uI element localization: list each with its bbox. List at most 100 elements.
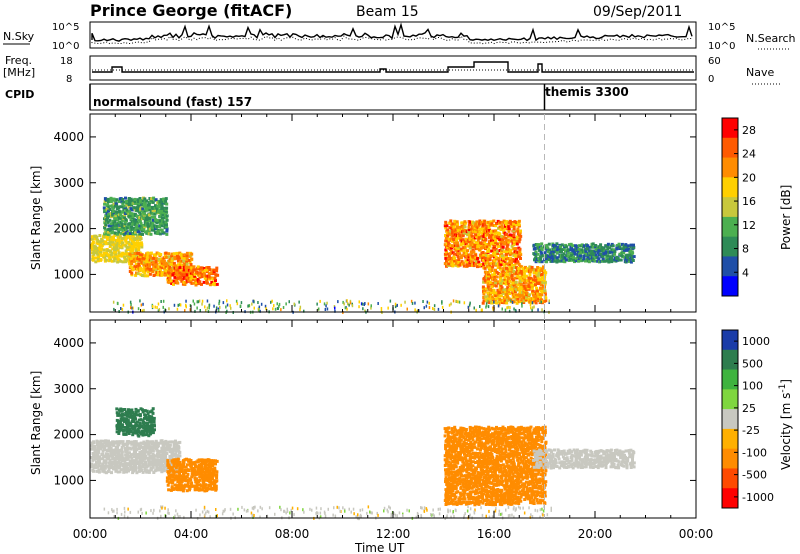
echo-cell (97, 459, 101, 463)
echo-cell (123, 470, 127, 473)
echo-cell (493, 244, 497, 248)
echo-cell (505, 301, 509, 305)
echo-cell (468, 437, 472, 441)
echo-cell (208, 283, 212, 287)
echo-cell (111, 255, 115, 259)
echo-cell (498, 280, 502, 284)
echo-cell (458, 428, 462, 432)
echo-cell (170, 282, 174, 285)
echo-cell (443, 243, 447, 247)
echo-cell (457, 236, 461, 240)
echo-cell (139, 418, 143, 422)
echo-cell (142, 204, 146, 208)
echo-cell (117, 230, 121, 234)
echo-cell (358, 300, 360, 304)
echo-cell (501, 254, 504, 258)
echo-cell (131, 248, 135, 252)
echo-cell (451, 442, 455, 446)
echo-cell (528, 265, 532, 269)
echo-cell (476, 230, 480, 234)
echo-cell (467, 479, 470, 483)
echo-cell (179, 474, 183, 478)
echo-cell (470, 241, 474, 245)
echo-cell (128, 427, 132, 431)
echo-cell (455, 259, 459, 263)
echo-cell (142, 421, 146, 425)
echo-cell (112, 300, 115, 304)
echo-cell (543, 251, 547, 255)
echo-cell (160, 259, 164, 263)
echo-cell (519, 275, 523, 279)
echo-cell (109, 222, 113, 226)
echo-cell (162, 469, 166, 473)
echo-cell (606, 254, 610, 258)
echo-cell (124, 453, 128, 457)
echo-cell (449, 476, 453, 480)
echo-cell (125, 470, 128, 474)
echo-cell (510, 225, 514, 229)
echo-cell (468, 429, 472, 433)
echo-cell (490, 249, 494, 253)
echo-cell (285, 302, 287, 306)
echo-cell (447, 482, 451, 485)
echo-cell (447, 256, 451, 260)
echo-cell (410, 299, 413, 303)
echo-cell (458, 230, 462, 234)
echo-cell (158, 232, 162, 236)
echo-cell (477, 487, 481, 491)
echo-cell (527, 276, 531, 280)
echo-cell (125, 466, 129, 470)
echo-cell (485, 304, 488, 308)
echo-cell (135, 219, 139, 223)
echo-cell (482, 253, 486, 257)
echo-cell (494, 231, 498, 235)
echo-cell (138, 219, 142, 223)
echo-cell (129, 410, 133, 414)
echo-cell (185, 262, 189, 266)
echo-cell (326, 307, 329, 311)
echo-cell (465, 488, 469, 492)
echo-cell (538, 266, 542, 270)
echo-cell (450, 444, 454, 448)
echo-cell (142, 442, 146, 446)
echo-cell (590, 245, 594, 249)
echo-cell (481, 471, 485, 475)
echo-cell (169, 279, 173, 283)
echo-cell (518, 237, 522, 241)
echo-cell (144, 267, 148, 271)
echo-cell (470, 448, 474, 452)
echo-cell (153, 206, 157, 210)
echo-cell (501, 240, 505, 244)
echo-cell (571, 244, 574, 248)
echo-cell (488, 258, 492, 262)
echo-cell (106, 237, 110, 241)
echo-cell (185, 457, 188, 461)
echo-cell (150, 460, 154, 464)
echo-cell (483, 266, 487, 270)
echo-cell (145, 433, 149, 437)
echo-cell (470, 234, 474, 238)
echo-cell (450, 431, 454, 435)
echo-cell (121, 462, 125, 466)
echo-cell (531, 289, 535, 293)
echo-cell (148, 427, 152, 431)
echo-cell (126, 252, 130, 256)
echo-cell (176, 454, 180, 458)
echo-cell (548, 299, 550, 303)
echo-cell (116, 260, 120, 264)
echo-cell (495, 262, 498, 266)
echo-cell (168, 266, 172, 270)
echo-cell (163, 266, 166, 270)
echo-cell (495, 301, 499, 305)
echo-cell (507, 305, 509, 309)
echo-cell (539, 296, 542, 300)
echo-cell (209, 483, 213, 487)
echo-cell (502, 269, 506, 273)
echo-cell (132, 218, 136, 222)
echo-cell (149, 455, 153, 458)
echo-cell (136, 456, 140, 460)
echo-cell (447, 435, 451, 439)
echo-cell (473, 243, 477, 247)
echo-cell (452, 252, 456, 256)
